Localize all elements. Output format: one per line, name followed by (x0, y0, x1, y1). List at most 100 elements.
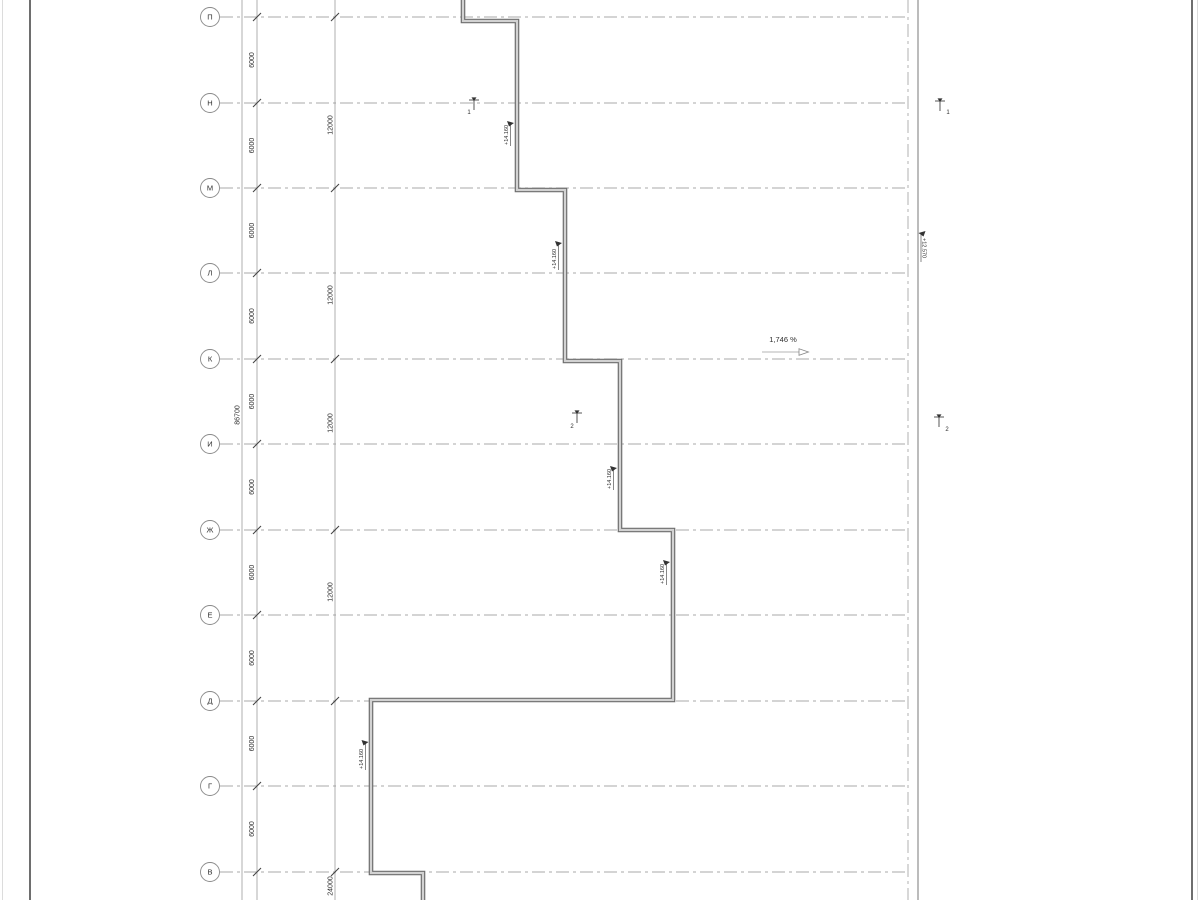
marker-flag-icon (937, 98, 943, 102)
elevation-value: +14.160 (607, 469, 613, 489)
tick (330, 525, 340, 535)
axis-label-m: М (207, 184, 213, 193)
dimension-chain-lines (241, 0, 336, 900)
double-bay-dimension-labels: 12000 12000 12000 12000 24000 (328, 115, 335, 896)
elevation-arrow-icon (663, 560, 670, 566)
bay-dim-label: 6000 (249, 394, 256, 410)
tick (330, 12, 340, 22)
axis-label-i: И (207, 440, 212, 449)
double-bay-dim-label: 12000 (328, 582, 335, 602)
tick (252, 867, 262, 877)
elevation-value: +14.160 (359, 749, 365, 769)
double-bay-dim-label: 12000 (328, 413, 335, 433)
elevation-value: +14.160 (504, 125, 510, 145)
axis-bubble (200, 520, 220, 540)
tick (330, 354, 340, 364)
double-bay-dimension-ticks (330, 12, 340, 877)
axis-bubble (200, 178, 220, 198)
axis-bubble (200, 93, 220, 113)
tick (252, 781, 262, 791)
quad-bay-dim-label: 24000 (328, 876, 335, 896)
bay-dim-label: 6000 (249, 308, 256, 324)
elevation-mark-1: +14.160 (504, 121, 514, 146)
elevation-arrow-icon (918, 231, 926, 237)
marker-number: 2 (570, 424, 574, 430)
slope-annotation: 1,746 % (762, 335, 810, 356)
marker-flag-icon (574, 410, 580, 414)
axis-bubble (200, 605, 220, 625)
elevation-mark-2: +14.160 (552, 241, 562, 270)
tick (330, 183, 340, 193)
tick (330, 867, 340, 877)
axis-label-v: В (207, 868, 212, 877)
bay-dim-label: 6000 (249, 138, 256, 154)
axis-label-l: Л (208, 269, 213, 278)
grid-axis-lines (220, 16, 905, 873)
building-wall-core (369, 0, 675, 900)
axis-bubble (200, 263, 220, 283)
ref-marker-1-right: 1 (935, 98, 950, 116)
marker-number: 1 (467, 110, 471, 116)
elevation-arrow-icon (610, 466, 617, 472)
tick (252, 525, 262, 535)
axis-bubble (200, 862, 220, 882)
elevation-value: +14.160 (660, 564, 666, 584)
elevation-value: +14.160 (552, 249, 558, 269)
axis-bubble (200, 349, 220, 369)
elevation-mark-5: +14.160 (359, 740, 369, 770)
tick (252, 610, 262, 620)
axis-bubble (200, 7, 220, 27)
tick (252, 439, 262, 449)
marker-flag-icon (471, 97, 477, 101)
bay-dim-label: 6000 (249, 479, 256, 495)
marker-flag-icon (936, 414, 942, 418)
elevation-arrow-icon (361, 740, 369, 746)
elevation-value: +12.570 (921, 238, 927, 258)
axis-label-e: Е (207, 611, 212, 620)
axis-label-k: К (208, 355, 213, 364)
bay-dim-label: 6000 (249, 52, 256, 68)
axis-label-zh: Ж (207, 526, 214, 535)
marker-number: 1 (946, 110, 950, 116)
building-outline (368, 0, 676, 900)
tick (252, 696, 262, 706)
elevation-arrow-icon (555, 241, 562, 247)
overall-dim-label: 86700 (235, 405, 242, 425)
ref-marker-1-left: 1 (467, 97, 479, 116)
ref-marker-2-right: 2 (934, 414, 949, 433)
bay-dim-label: 6000 (249, 650, 256, 666)
tick (252, 268, 262, 278)
tick (252, 12, 262, 22)
axis-bubble (200, 434, 220, 454)
elevation-mark-section: +12.570 (918, 231, 927, 262)
tick (330, 696, 340, 706)
marker-number: 2 (945, 427, 949, 433)
elevation-mark-4: +14.160 (660, 560, 670, 585)
axis-label-n: Н (207, 99, 212, 108)
axis-label-g: Г (208, 782, 212, 791)
grid-axis-bubbles: П Н М Л К И Ж Е Д Г В (200, 7, 220, 882)
slope-value: 1,746 % (769, 335, 797, 344)
bay-dim-label: 6000 (249, 821, 256, 837)
double-bay-dim-label: 12000 (328, 115, 335, 135)
axis-label-d: Д (207, 697, 212, 706)
tick (252, 183, 262, 193)
tick (252, 98, 262, 108)
double-bay-dim-label: 12000 (328, 285, 335, 305)
slope-arrow-icon (798, 348, 810, 356)
axis-label-p: П (207, 13, 212, 22)
elevation-mark-3: +14.160 (607, 466, 617, 490)
bay-dimension-ticks (252, 12, 262, 877)
axis-bubble (200, 776, 220, 796)
building-wall-outer (368, 0, 676, 900)
bay-dimension-labels: 6000 6000 6000 6000 6000 6000 6000 6000 … (249, 52, 256, 837)
tick (252, 354, 262, 364)
bay-dim-label: 6000 (249, 223, 256, 239)
bay-dim-label: 6000 (249, 736, 256, 752)
elevation-arrow-icon (507, 121, 514, 127)
ref-marker-2-left: 2 (570, 410, 582, 430)
axis-bubble (200, 691, 220, 711)
bay-dim-label: 6000 (249, 565, 256, 581)
